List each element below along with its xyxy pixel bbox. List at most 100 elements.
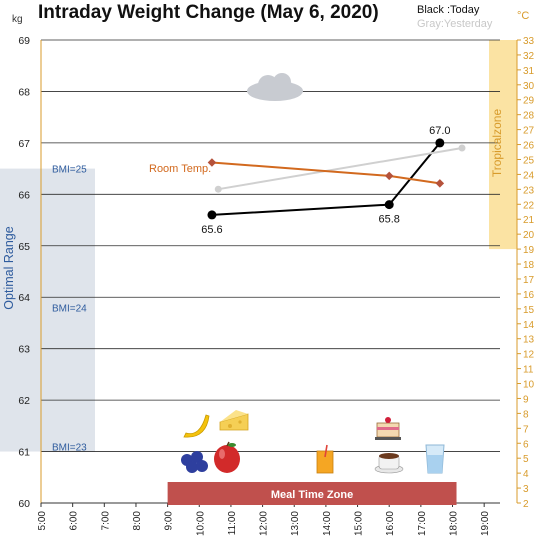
cloud-part [273, 73, 291, 91]
juice-icon [316, 444, 334, 474]
bmi-label-1: BMI=24 [52, 304, 87, 315]
right-tick-label: 8 [523, 409, 529, 420]
x-tick-label: 5:00 [37, 511, 48, 531]
apple-leaf [228, 443, 236, 447]
chart-title: Intraday Weight Change (May 6, 2020) [38, 2, 379, 23]
cake-icon [375, 417, 401, 440]
cheese-top [220, 410, 248, 422]
banana-icon [183, 414, 210, 438]
meal-time-zone-bar [167, 482, 457, 505]
right-tick-label: 12 [523, 350, 535, 361]
today-point [384, 200, 394, 210]
right-tick-label: 15 [523, 305, 535, 316]
left-tick-label: 65 [18, 241, 30, 253]
tropical-zone-band [489, 40, 517, 250]
right-tick-label: 31 [523, 66, 535, 77]
right-axis-unit: °C [517, 10, 530, 22]
right-tick-label: 18 [523, 260, 535, 271]
x-tick-label: 15:00 [354, 511, 365, 536]
right-tick-label: 25 [523, 155, 535, 166]
right-tick-label: 9 [523, 394, 529, 405]
water-glass-icon [425, 444, 445, 474]
tropical-zone-label: Tropicalzone [490, 109, 504, 178]
right-tick-label: 28 [523, 111, 535, 122]
x-tick-label: 11:00 [227, 511, 238, 536]
optimal-range-label: Optimal Range [2, 226, 16, 309]
apple-shine [219, 449, 225, 459]
right-tick-label: 19 [523, 245, 535, 256]
right-tick-label: 13 [523, 335, 535, 346]
right-tick-label: 20 [523, 230, 535, 241]
right-tick-label: 24 [523, 170, 535, 181]
right-tick-label: 10 [523, 380, 535, 391]
x-tick-label: 6:00 [69, 511, 80, 531]
yesterday-point [458, 144, 466, 152]
cheese-icon [219, 410, 249, 431]
right-tick-label: 29 [523, 96, 535, 107]
x-tick-label: 10:00 [195, 511, 206, 536]
coffee-icon [374, 453, 404, 474]
x-tick-label: 18:00 [449, 511, 460, 536]
left-tick-label: 63 [18, 344, 30, 356]
left-tick-label: 68 [18, 86, 30, 98]
today-point [435, 138, 445, 148]
legend-today: Black :Today [417, 4, 480, 16]
meal-time-zone-label: Meal Time Zone [271, 489, 353, 501]
right-tick-label: 4 [523, 469, 529, 480]
x-tick-label: 12:00 [259, 511, 270, 536]
data-label: 65.8 [378, 214, 399, 226]
left-tick-label: 66 [18, 189, 30, 201]
apple-stem [226, 441, 230, 447]
right-tick-label: 11 [523, 365, 534, 376]
right-tick-label: 3 [523, 484, 529, 495]
room-temp-point [384, 171, 394, 181]
right-tick-label: 17 [523, 275, 535, 286]
right-tick-label: 26 [523, 141, 535, 152]
right-tick-label: 2 [523, 499, 529, 510]
optimal-range-band [0, 168, 95, 452]
cake-layer [377, 427, 399, 430]
right-tick-label: 7 [523, 424, 529, 435]
today-point [207, 210, 217, 220]
apple-icon [214, 441, 240, 473]
juice-straw [324, 444, 328, 458]
cake-plate [375, 437, 401, 440]
x-tick-label: 13:00 [290, 511, 301, 536]
left-tick-label: 64 [18, 292, 30, 304]
yesterday-point [214, 185, 222, 193]
right-tick-label: 5 [523, 454, 529, 465]
right-tick-label: 30 [523, 81, 535, 92]
blueberries-icon [181, 451, 208, 473]
blueberry [191, 451, 203, 463]
series-line-room-temp- [211, 161, 441, 185]
apple-body [214, 445, 240, 473]
coffee-liquid [379, 453, 399, 459]
blueberry [196, 460, 208, 472]
right-tick-label: 21 [523, 215, 535, 226]
right-tick-label: 6 [523, 439, 529, 450]
right-tick-label: 32 [523, 51, 535, 62]
bmi-label-0: BMI=25 [52, 165, 87, 176]
bmi-label-2: BMI=23 [52, 442, 87, 453]
x-tick-label: 17:00 [417, 511, 428, 536]
right-tick-label: 16 [523, 290, 535, 301]
series-line-yesterday [218, 147, 463, 191]
x-tick-label: 19:00 [480, 511, 491, 536]
cheese-hole [228, 424, 232, 428]
left-tick-label: 61 [18, 447, 30, 459]
room-temp-label: Room Temp. [149, 163, 211, 175]
x-tick-label: 14:00 [322, 511, 333, 536]
x-tick-label: 16:00 [385, 511, 396, 536]
right-tick-label: 14 [523, 320, 535, 331]
cloud-icon [247, 73, 303, 101]
legend-yesterday: Gray:Yesterday [417, 18, 493, 30]
x-tick-label: 7:00 [100, 511, 111, 531]
right-tick-label: 27 [523, 126, 535, 137]
left-tick-label: 69 [18, 35, 30, 47]
x-tick-label: 8:00 [132, 511, 143, 531]
banana-body [183, 414, 210, 438]
data-label: 67.0 [429, 125, 450, 137]
legend: Black :Today Gray:Yesterday [417, 3, 492, 31]
juice-glass [316, 450, 334, 474]
left-tick-label: 62 [18, 395, 30, 407]
